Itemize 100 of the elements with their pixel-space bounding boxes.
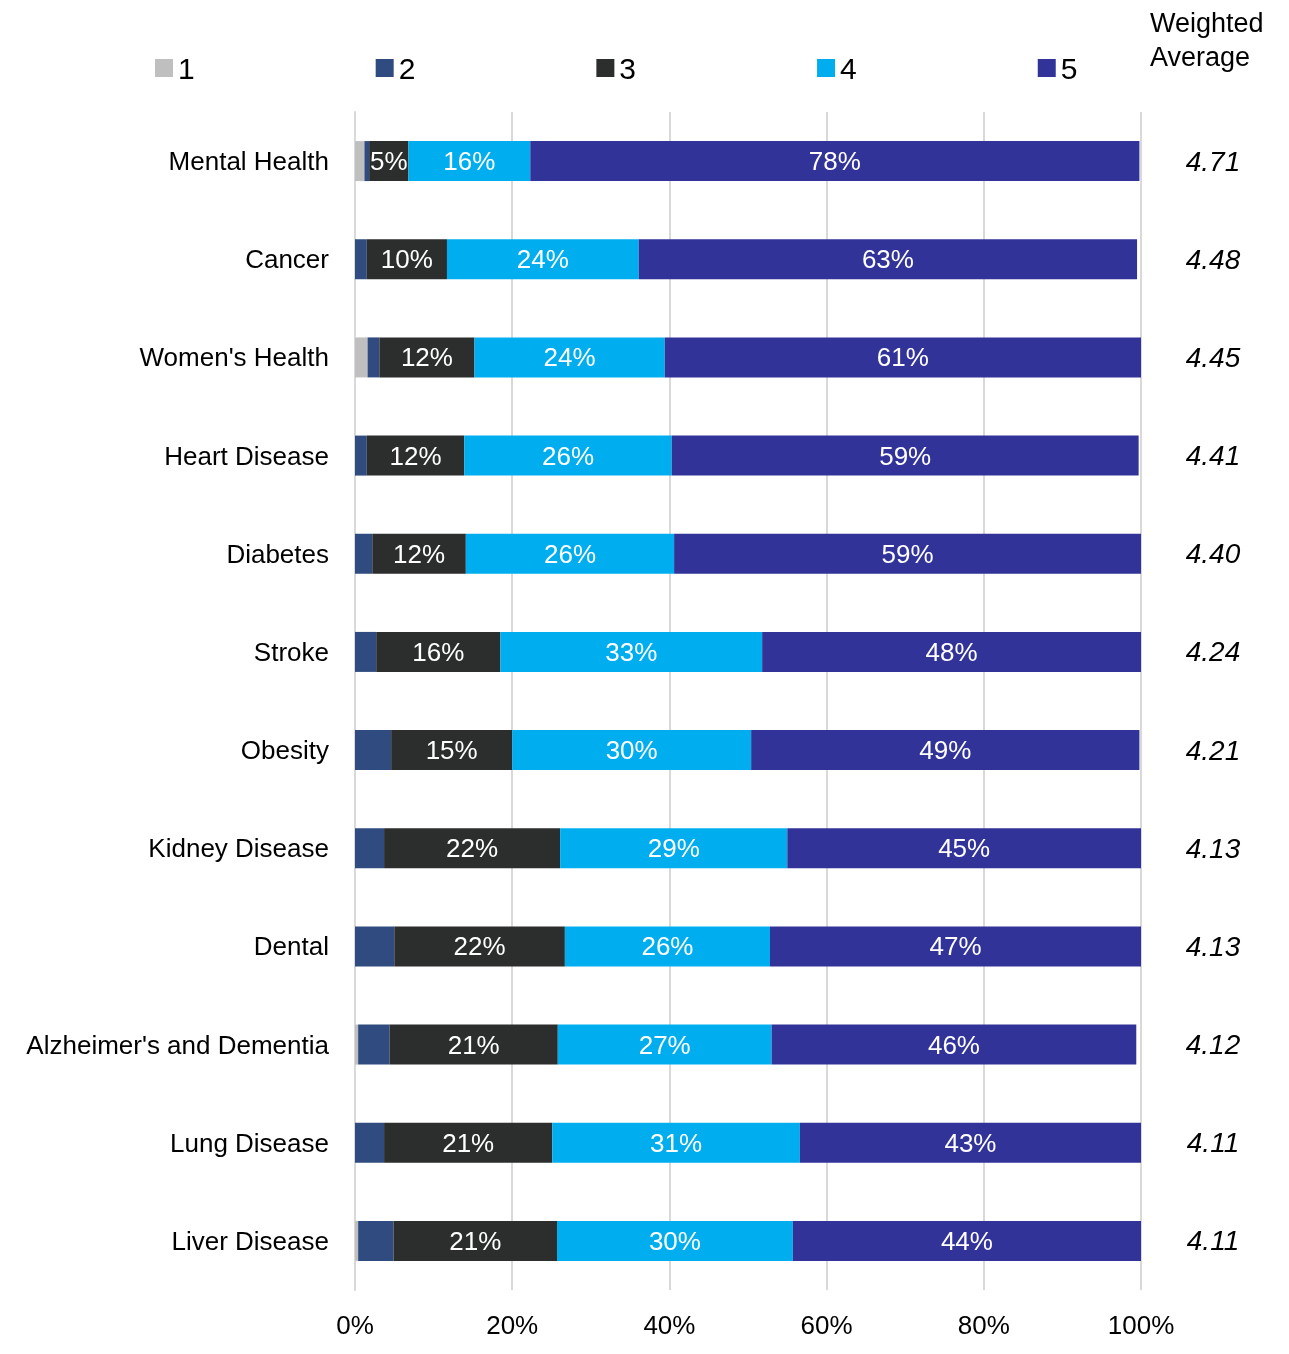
bar [500, 631, 763, 672]
bar [355, 730, 392, 771]
bar [355, 926, 395, 967]
bar [393, 1220, 557, 1261]
x-tick-label: 60% [800, 1310, 853, 1340]
y-tick-label: Dental [253, 931, 329, 962]
bar [355, 141, 365, 182]
bar [355, 1220, 359, 1261]
bar [376, 631, 501, 672]
data-label: 5% [370, 146, 408, 177]
data-label: 30% [605, 735, 658, 766]
y-tick-label: Heart Disease [164, 440, 329, 471]
data-label: 45% [938, 833, 991, 864]
legend-label: 3 [619, 51, 637, 85]
data-label: 63% [861, 244, 914, 275]
bar [355, 1122, 385, 1163]
text: 4.13 [1185, 930, 1241, 962]
bar [394, 926, 565, 967]
bar [530, 141, 1140, 182]
y-tick-label: Cancer [245, 244, 330, 275]
bar [372, 533, 466, 574]
bar [355, 435, 367, 476]
bar [355, 337, 368, 378]
data-label: 44% [940, 1225, 993, 1256]
text: 4.40 [1185, 538, 1241, 570]
data-label: 12% [400, 342, 453, 373]
bar [367, 337, 380, 378]
y-tick-label: Kidney Disease [148, 833, 329, 864]
text: 4.12 [1185, 1029, 1241, 1061]
bar [787, 828, 1141, 869]
bar [512, 730, 752, 771]
data-label: 22% [453, 931, 506, 962]
data-label: 21% [449, 1225, 502, 1256]
bar [671, 435, 1139, 476]
data-label: 21% [442, 1127, 495, 1158]
bar [557, 1220, 793, 1261]
bar [358, 1220, 394, 1261]
data-label: 22% [446, 833, 499, 864]
y-tick-label: Obesity [240, 735, 329, 766]
x-tick-label: 80% [957, 1310, 1010, 1340]
bar [355, 533, 373, 574]
bar [355, 631, 377, 672]
data-label: 48% [925, 636, 978, 667]
bar [560, 828, 788, 869]
bar [389, 1024, 558, 1065]
bar [465, 533, 675, 574]
data-label: 59% [879, 440, 932, 471]
bar [751, 730, 1140, 771]
bar [464, 435, 672, 476]
bar [358, 1024, 390, 1065]
y-tick-label: Lung Disease [170, 1127, 329, 1158]
data-label: 12% [389, 440, 442, 471]
data-label: 27% [638, 1029, 691, 1060]
bar [355, 239, 367, 280]
bar [664, 337, 1141, 378]
bar [384, 828, 561, 869]
y-tick-label: Alzheimer's and Dementia [26, 1029, 330, 1060]
y-tick-label: Diabetes [226, 538, 329, 569]
x-tick-label: 20% [486, 1310, 539, 1340]
y-tick-label: Stroke [253, 636, 329, 667]
bar [762, 631, 1141, 672]
legend-label: 1 [178, 51, 195, 85]
y-tick-label: Women's Health [139, 342, 329, 373]
bar [384, 1122, 553, 1163]
data-label: 46% [927, 1029, 980, 1060]
data-label: 30% [648, 1225, 701, 1256]
text: 4.41 [1185, 440, 1241, 472]
x-tick-label: 40% [643, 1310, 696, 1340]
bar [557, 1024, 772, 1065]
bar [770, 926, 1141, 967]
data-label: 12% [393, 538, 446, 569]
bar [474, 337, 665, 378]
data-label: 15% [425, 735, 478, 766]
text: 4.48 [1185, 243, 1241, 275]
data-label: 49% [919, 735, 972, 766]
text: 4.21 [1185, 734, 1241, 766]
data-label: 78% [808, 146, 861, 177]
legend-label: 2 [398, 51, 416, 85]
data-label: 26% [641, 931, 694, 962]
bar [674, 533, 1141, 574]
x-tick-label: 0% [336, 1310, 374, 1340]
data-label: 16% [443, 146, 496, 177]
data-label: 10% [380, 244, 433, 275]
bar [771, 1024, 1137, 1065]
data-label: 47% [929, 931, 982, 962]
data-label: 59% [881, 538, 934, 569]
y-tick-label: Mental Health [168, 146, 329, 177]
text: 4.45 [1185, 341, 1241, 373]
bar [408, 141, 531, 182]
bar [355, 828, 385, 869]
bar [355, 1024, 359, 1065]
data-label: 61% [876, 342, 929, 373]
text: 4.13 [1185, 832, 1241, 864]
text: 4.11 [1186, 1225, 1240, 1257]
bar [446, 239, 639, 280]
data-label: 31% [650, 1127, 703, 1158]
text: 4.11 [1186, 1127, 1240, 1159]
x-tick-label: 100% [1107, 1310, 1175, 1340]
text: Weighted Average [1150, 8, 1264, 72]
text: 4.24 [1185, 636, 1241, 668]
